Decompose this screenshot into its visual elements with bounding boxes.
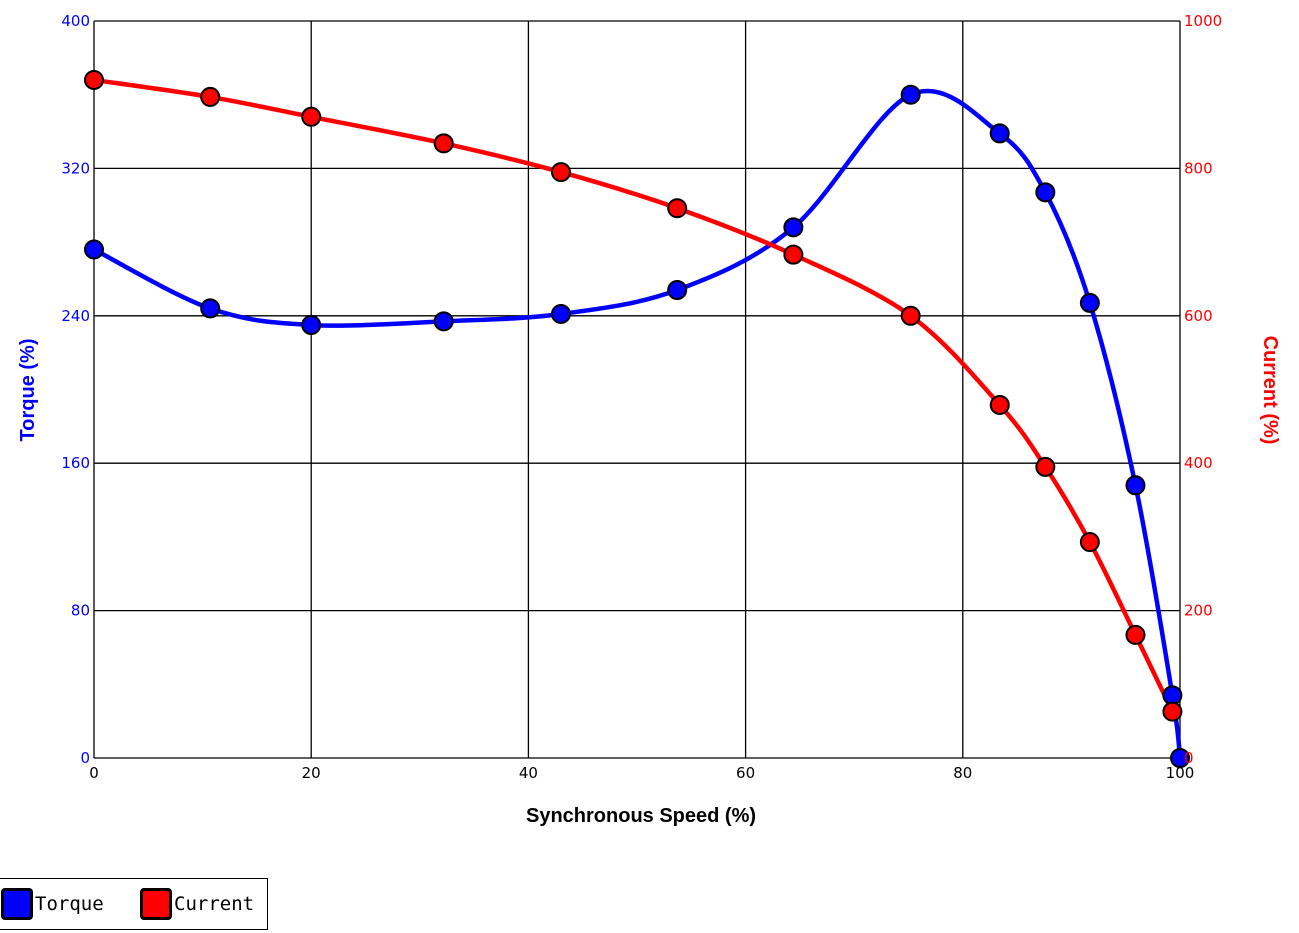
legend-swatch-torque — [1, 888, 33, 920]
torque-data-point[interactable] — [1035, 182, 1056, 203]
current-data-point[interactable] — [301, 106, 322, 127]
ticks: 0 80 160 240 320 400 0 200 400 600 800 1000 0 20 40 60 8… — [61, 12, 1222, 782]
grid — [93, 20, 1181, 759]
torque-data-point[interactable] — [1170, 748, 1190, 768]
y-left-tick-label: 160 — [61, 454, 90, 472]
chart: 0 80 160 240 320 400 0 200 400 600 800 1000 0 20 40 60 8… — [17, 12, 1281, 827]
y-right-tick-label: 0 — [1184, 749, 1194, 767]
torque-data-point[interactable] — [200, 298, 221, 319]
current-data-point[interactable] — [783, 244, 804, 265]
y-left-tick-label: 0 — [80, 749, 90, 767]
current-series-line — [93, 77, 1175, 713]
legend-label-current: Current — [174, 893, 255, 915]
y-right-tick-label: 200 — [1184, 602, 1213, 620]
torque-data-point[interactable] — [433, 311, 454, 332]
x-axis-title: Synchronous Speed (%) — [526, 805, 756, 827]
torque-data-point[interactable] — [301, 315, 322, 336]
x-tick-label: 40 — [519, 764, 538, 782]
legend: Torque Current — [0, 878, 268, 930]
y-right-tick-label: 800 — [1184, 159, 1213, 177]
y-right-tick-label: 400 — [1184, 454, 1213, 472]
current-data-point[interactable] — [1035, 456, 1056, 477]
x-tick-label: 0 — [89, 764, 99, 782]
legend-item-torque[interactable]: Torque — [1, 885, 104, 923]
y-left-tick-label: 80 — [71, 602, 90, 620]
y-left-tick-label: 240 — [61, 307, 90, 325]
torque-data-point[interactable] — [1125, 475, 1146, 496]
y-right-axis-title: Current (%) — [1259, 336, 1281, 445]
x-tick-label: 100 — [1166, 764, 1195, 782]
current-data-point[interactable] — [1125, 624, 1146, 645]
y-right-tick-label: 1000 — [1184, 12, 1222, 30]
y-left-axis-title: Torque (%) — [17, 339, 39, 442]
current-data-point[interactable] — [1162, 701, 1183, 722]
current-data-point[interactable] — [433, 133, 454, 154]
torque-data-point[interactable] — [667, 280, 688, 301]
current-data-point[interactable] — [84, 69, 104, 90]
current-data-point[interactable] — [667, 198, 688, 219]
y-right-tick-label: 600 — [1184, 307, 1213, 325]
current-data-point[interactable] — [900, 305, 921, 326]
torque-data-point[interactable] — [989, 123, 1010, 144]
x-tick-label: 60 — [736, 764, 755, 782]
x-tick-label: 80 — [953, 764, 972, 782]
torque-data-point[interactable] — [1079, 292, 1100, 313]
torque-data-point[interactable] — [900, 84, 921, 105]
series-layer — [84, 69, 1190, 768]
current-data-point[interactable] — [550, 162, 571, 183]
x-tick-label: 20 — [302, 764, 321, 782]
current-data-point[interactable] — [200, 86, 221, 107]
torque-data-point[interactable] — [84, 239, 104, 260]
current-data-point[interactable] — [1079, 532, 1100, 553]
torque-series-line — [92, 88, 1183, 759]
current-data-point[interactable] — [989, 394, 1010, 415]
y-left-tick-label: 320 — [61, 159, 90, 177]
legend-item-current[interactable]: Current — [140, 885, 254, 923]
torque-data-point[interactable] — [783, 217, 804, 238]
legend-label-torque: Torque — [35, 893, 104, 915]
legend-swatch-current — [140, 888, 172, 920]
torque-data-point[interactable] — [550, 303, 571, 324]
y-left-tick-label: 400 — [61, 12, 90, 30]
